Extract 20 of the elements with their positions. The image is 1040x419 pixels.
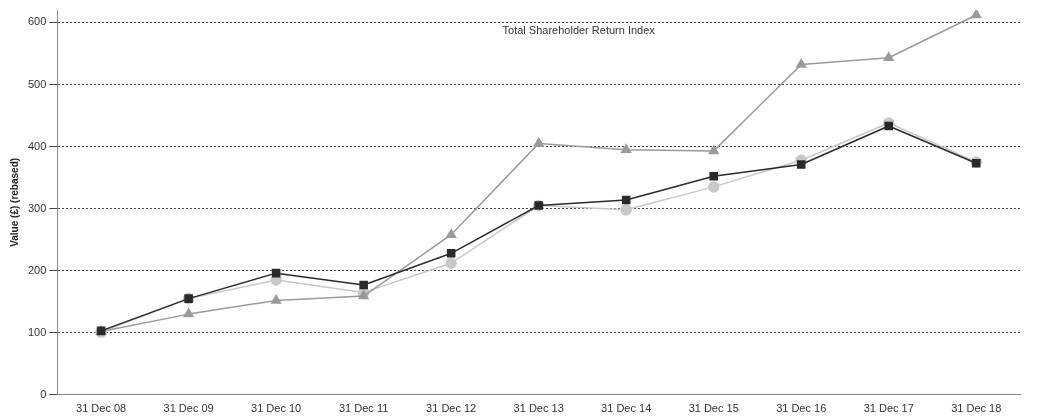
x-tick-label: 31 Dec 16 xyxy=(776,402,827,415)
text: Total Shareholder Return Index xyxy=(502,24,656,36)
y-tick-label: 500 xyxy=(27,77,47,90)
x-tick-label: 31 Dec 13 xyxy=(513,402,564,415)
y-tick-label: 100 xyxy=(27,325,47,338)
y-tick-label: 0 xyxy=(40,387,47,400)
x-tick-label: 31 Dec 17 xyxy=(863,402,914,415)
x-tick-label: 31 Dec 15 xyxy=(688,402,739,415)
y-tick-label: 200 xyxy=(27,263,47,276)
y-tick-label: 400 xyxy=(27,139,47,152)
x-tick-label: 31 Dec 11 xyxy=(338,402,389,415)
x-tick-label: 31 Dec 09 xyxy=(163,402,214,415)
y-tick-label: 600 xyxy=(27,15,47,28)
x-tick-label: 31 Dec 18 xyxy=(951,402,1002,415)
x-tick-label: 31 Dec 10 xyxy=(251,402,302,415)
y-tick-label: 300 xyxy=(27,201,47,214)
y-axis-title: Value (£) (rebased) xyxy=(8,157,20,247)
x-tick-label: 31 Dec 14 xyxy=(601,402,652,415)
x-tick-label: 31 Dec 08 xyxy=(76,402,127,415)
x-tick-label: 31 Dec 12 xyxy=(426,402,477,415)
